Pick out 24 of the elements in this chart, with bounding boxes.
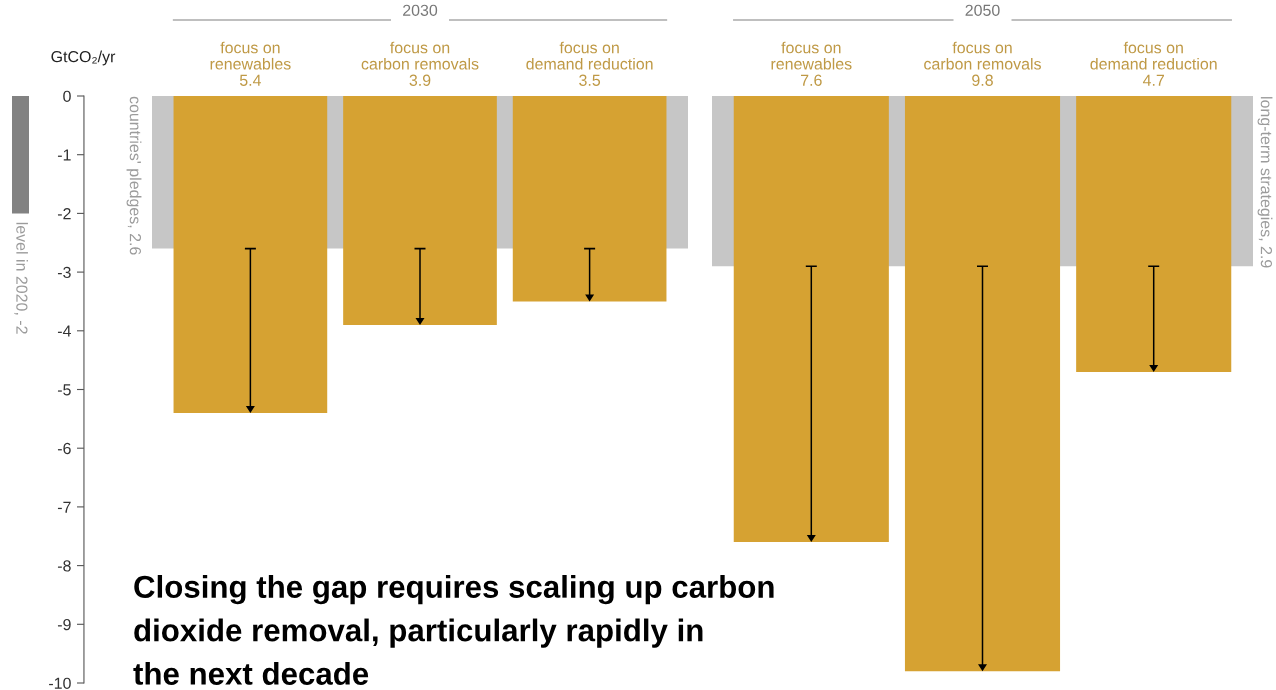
annotation: Closing the gap requires scaling up carbon dioxide removal, particularly rapidly in the next decade	[133, 575, 774, 685]
chart-title: 2030	[403, 4, 438, 16]
x-tick-label: focus on renewables 5.4	[210, 41, 291, 86]
x-tick-label: focus on carbon removals 9.8	[924, 41, 1041, 86]
y-tick-label: -8	[57, 560, 71, 572]
band-label: long-term strategies, 2.9	[1257, 97, 1273, 268]
y-tick-label: -7	[57, 501, 71, 513]
x-tick-label: focus on carbon removals 3.9	[361, 41, 479, 86]
y-tick-label: -4	[57, 325, 71, 337]
y-tick-label: -2	[57, 208, 71, 220]
y-tick-label: -10	[49, 677, 71, 689]
x-tick-label: focus on demand reduction 4.7	[1090, 41, 1217, 86]
y-tick-label: -6	[57, 442, 71, 455]
text: level in 2020, -2	[14, 222, 28, 334]
y-axis-title: GtCO₂/yr	[51, 50, 116, 66]
y-tick-label: -5	[57, 384, 71, 396]
y-tick-label: -3	[57, 266, 71, 279]
y-tick-label: -9	[57, 618, 71, 631]
y-tick-label: -1	[57, 149, 71, 161]
y-tick-label: 0	[63, 90, 71, 102]
x-tick-label: focus on renewables 7.6	[771, 41, 852, 86]
chart-title: 2050	[965, 4, 1000, 16]
band-label: countries' pledges, 2.6	[126, 96, 142, 255]
x-tick-label: focus on demand reduction 3.5	[526, 41, 653, 86]
